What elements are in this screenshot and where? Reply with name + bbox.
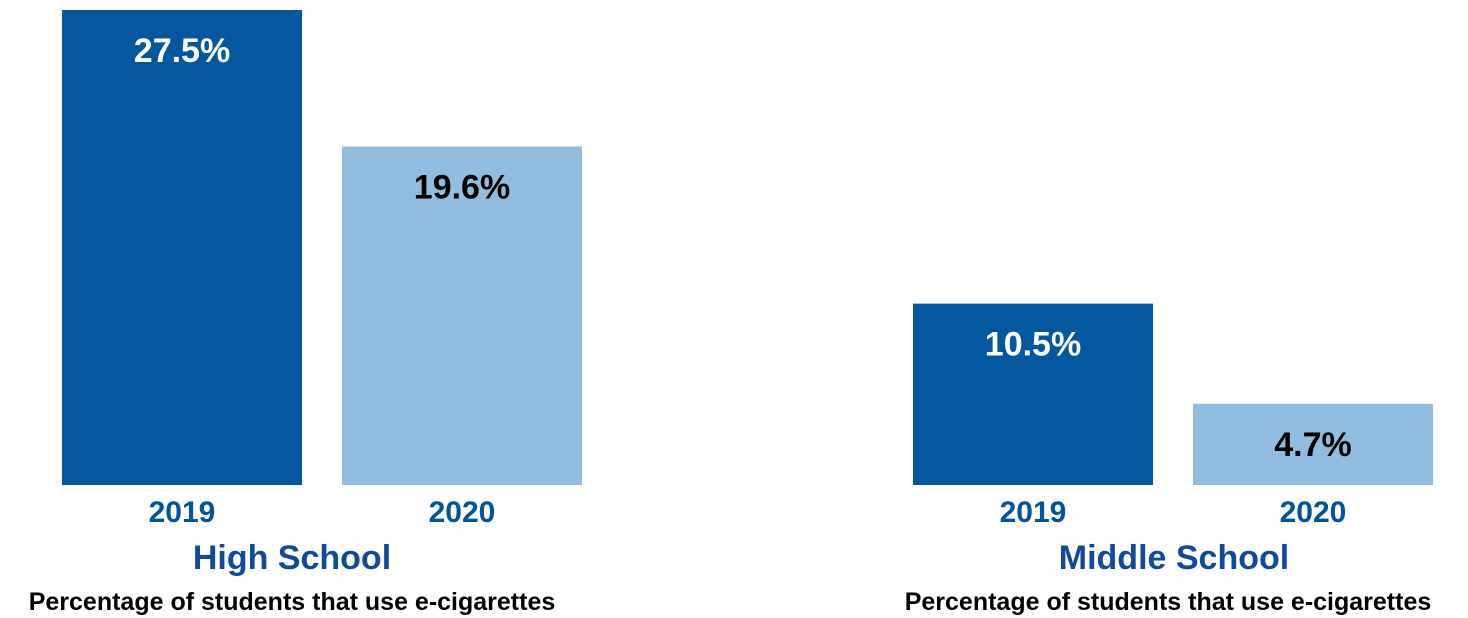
middle-school-subtitle: Percentage of students that use e-cigare… — [904, 588, 1432, 616]
middle-school-bar-2020 — [1193, 403, 1433, 485]
high-school-bar-2020 — [342, 146, 582, 486]
high-school-x-tick-2019: 2019 — [149, 496, 216, 529]
middle-school-x-tick-2020: 2020 — [1280, 496, 1347, 529]
middle-school-value-label-2020: 4.7% — [1274, 426, 1352, 464]
high-school-value-label-2020: 19.6% — [414, 168, 510, 206]
high-school-bar-2019 — [62, 10, 302, 485]
middle-school-title: Middle School — [1058, 539, 1290, 577]
high-school-title: High School — [192, 539, 392, 577]
middle-school-value-label-2019: 10.5% — [985, 326, 1081, 364]
high-school-subtitle: Percentage of students that use e-cigare… — [28, 588, 556, 616]
high-school-x-tick-2020: 2020 — [429, 496, 496, 529]
middle-school-x-tick-2019: 2019 — [1000, 496, 1067, 529]
high-school-value-label-2019: 27.5% — [134, 32, 230, 70]
middle-school-bar-2019 — [913, 303, 1153, 485]
